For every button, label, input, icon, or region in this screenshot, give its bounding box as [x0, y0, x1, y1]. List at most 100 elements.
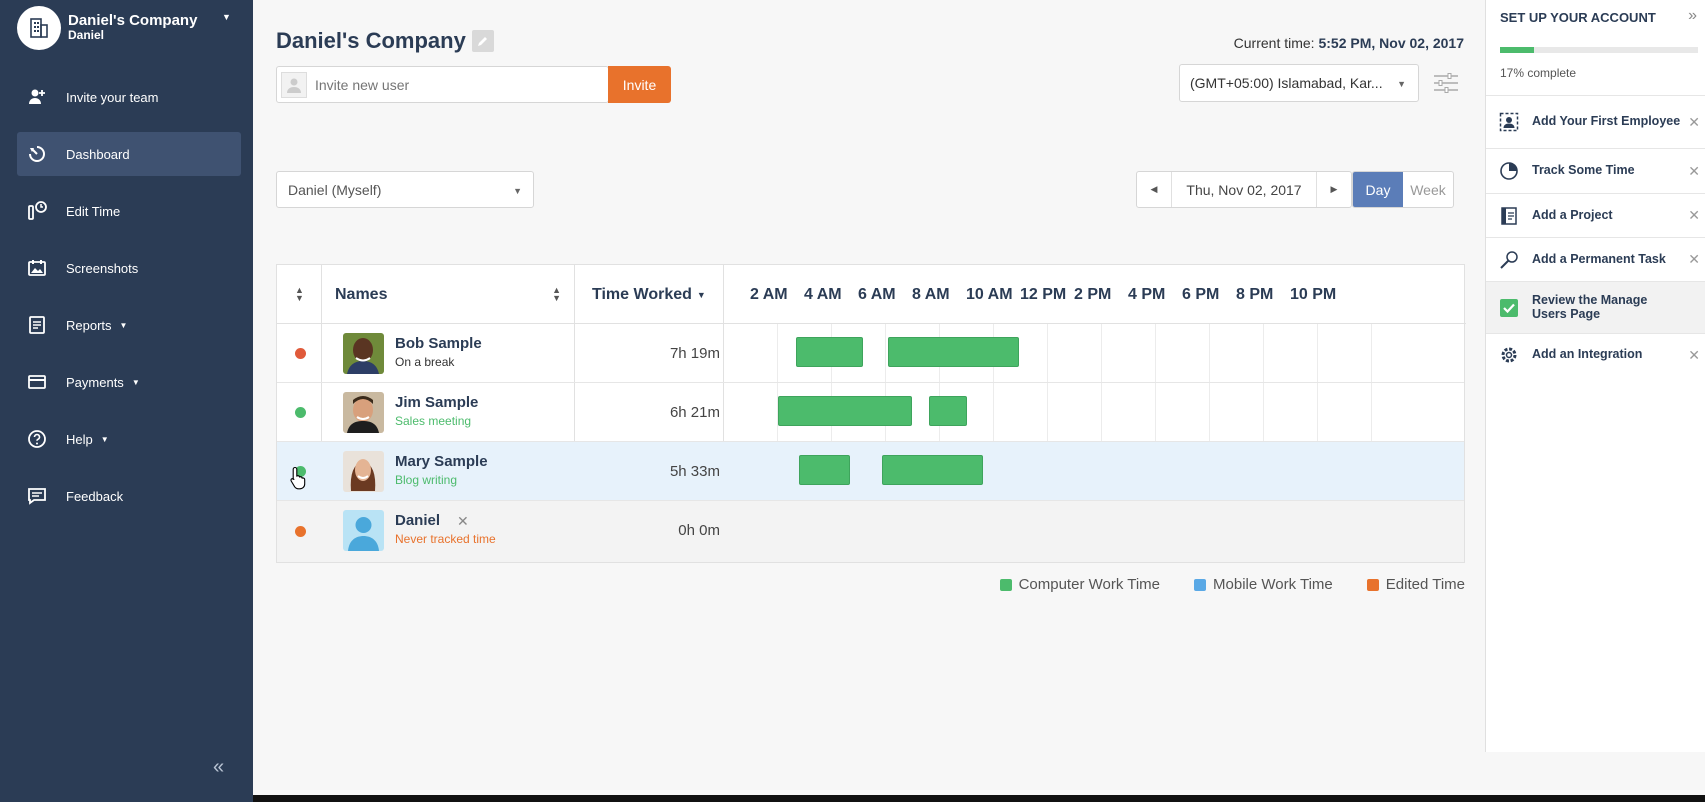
- time-worked-value: 5h 33m: [669, 463, 720, 480]
- date-navigator: ◀ Thu, Nov 02, 2017 ▶: [1136, 171, 1352, 208]
- add-user-icon: [26, 86, 48, 108]
- sidebar-item-screenshots[interactable]: Screenshots: [17, 246, 241, 290]
- table-row[interactable]: Bob Sample On a break 7h 19m: [277, 324, 1464, 383]
- jim-avatar: [343, 392, 384, 433]
- current-time-label: Current time:: [1233, 35, 1315, 51]
- hour-label: 4 PM: [1128, 285, 1166, 303]
- view-toggle: Day Week: [1352, 171, 1454, 208]
- close-icon[interactable]: ✕: [1688, 162, 1700, 179]
- invite-user-input[interactable]: [315, 76, 595, 93]
- time-worked-value: 0h 0m: [678, 522, 720, 539]
- collapse-panel-button[interactable]: »: [1688, 7, 1697, 24]
- hour-label: 10 PM: [1290, 285, 1337, 303]
- day-view-button[interactable]: Day: [1353, 172, 1403, 207]
- close-icon[interactable]: ✕: [1688, 113, 1700, 130]
- status-dot: [295, 407, 306, 418]
- person-name[interactable]: Mary Sample: [395, 453, 488, 470]
- time-worked-column-header[interactable]: Time Worked ▼: [592, 265, 706, 324]
- gear-icon: [1498, 344, 1520, 366]
- table-row[interactable]: Daniel ✕ Never tracked time 0h 0m: [277, 501, 1464, 562]
- edit-time-icon: [26, 200, 48, 222]
- employee-icon: [1498, 111, 1520, 133]
- setup-task-track-time[interactable]: Track Some Time ✕: [1486, 148, 1705, 193]
- sidebar-item-payments[interactable]: Payments ▼: [17, 360, 241, 404]
- time-worked-header-label: Time Worked: [592, 285, 692, 303]
- person-name[interactable]: Jim Sample: [395, 394, 479, 411]
- hour-label: 12 PM: [1020, 285, 1067, 303]
- setup-task-permanent-task[interactable]: Add a Permanent Task ✕: [1486, 237, 1705, 281]
- sort-icon: ▲ ▼: [295, 285, 304, 303]
- user-filter-select[interactable]: Daniel (Myself) ▼: [276, 171, 534, 208]
- timezone-select[interactable]: (GMT+05:00) Islamabad, Kar... ▼: [1179, 64, 1419, 102]
- caret-down-icon: ▼: [131, 377, 140, 387]
- computer-time-bar[interactable]: [778, 396, 912, 426]
- caret-down-icon: ▼: [696, 289, 706, 300]
- computer-time-bar[interactable]: [929, 396, 967, 426]
- close-icon[interactable]: ✕: [1688, 251, 1700, 267]
- names-column-header[interactable]: Names ▲ ▼: [335, 265, 575, 324]
- sidebar-nav: Invite your team Dashboard Edit Time Scr…: [0, 75, 253, 518]
- sidebar-item-edit-time[interactable]: Edit Time: [17, 189, 241, 233]
- hand-cursor-icon: [290, 466, 308, 493]
- pencil-icon[interactable]: [471, 30, 494, 52]
- checkbox-icon: [1498, 297, 1520, 319]
- feedback-icon: [26, 485, 48, 507]
- bottom-edge: [253, 795, 1705, 802]
- close-icon[interactable]: ✕: [1688, 346, 1700, 363]
- next-day-button[interactable]: ▶: [1317, 172, 1351, 207]
- week-view-button[interactable]: Week: [1410, 181, 1446, 198]
- invite-button[interactable]: Invite: [608, 66, 671, 103]
- caret-down-icon: ▼: [100, 434, 109, 444]
- date-display[interactable]: Thu, Nov 02, 2017: [1171, 172, 1317, 207]
- person-name[interactable]: Daniel: [395, 512, 441, 529]
- user-filter-value: Daniel (Myself): [288, 181, 382, 198]
- caret-down-icon: ▼: [1397, 79, 1406, 89]
- main-content: Daniel's Company Invite Current time: 5:…: [253, 0, 1485, 802]
- legend-label: Computer Work Time: [1018, 576, 1161, 593]
- table-row[interactable]: Jim Sample Sales meeting 6h 21m: [277, 383, 1464, 442]
- setup-task-integration[interactable]: Add an Integration ✕: [1486, 333, 1705, 376]
- computer-time-bar[interactable]: [882, 455, 983, 485]
- computer-time-bar[interactable]: [799, 455, 850, 485]
- status-sort-button[interactable]: ▲ ▼: [295, 265, 304, 324]
- hour-label: 8 PM: [1236, 285, 1274, 303]
- caret-down-icon[interactable]: ▼: [222, 12, 231, 22]
- current-time: Current time: 5:52 PM, Nov 02, 2017: [1234, 35, 1464, 51]
- sidebar-item-feedback[interactable]: Feedback: [17, 474, 241, 518]
- sidebar-item-dashboard[interactable]: Dashboard: [17, 132, 241, 176]
- setup-task-label: Review the Manage Users Page: [1532, 292, 1648, 321]
- bob-avatar: [343, 333, 384, 374]
- close-icon[interactable]: ✕: [457, 513, 469, 529]
- computer-time-bar[interactable]: [888, 337, 1019, 367]
- hour-label: 2 AM: [750, 285, 788, 303]
- sort-icon: ▲ ▼: [552, 285, 561, 303]
- person-name[interactable]: Bob Sample: [395, 335, 482, 352]
- close-icon[interactable]: ✕: [1688, 207, 1700, 223]
- setup-progress-fill: [1500, 47, 1534, 53]
- setup-task-add-employee[interactable]: Add Your First Employee ✕: [1486, 95, 1705, 148]
- sidebar-item-invite-team[interactable]: Invite your team: [17, 75, 241, 119]
- status-dot: [295, 466, 306, 477]
- sidebar-item-reports[interactable]: Reports ▼: [17, 303, 241, 347]
- chart-legend: Computer Work Time Mobile Work Time Edit…: [966, 576, 1465, 593]
- person-status: Sales meeting: [395, 414, 472, 428]
- current-time-value: 5:52 PM, Nov 02, 2017: [1318, 35, 1464, 51]
- computer-time-bar[interactable]: [796, 337, 863, 367]
- sidebar-item-label: Payments: [66, 374, 124, 390]
- hour-label: 10 AM: [966, 285, 1013, 303]
- status-dot: [295, 526, 306, 537]
- settings-sliders-icon[interactable]: [1433, 72, 1459, 97]
- hour-label: 6 AM: [858, 285, 896, 303]
- screenshots-icon: [26, 257, 48, 279]
- hour-label: 2 PM: [1074, 285, 1112, 303]
- sidebar-item-help[interactable]: Help ▼: [17, 417, 241, 461]
- prev-day-button[interactable]: ◀: [1137, 172, 1171, 207]
- company-switcher[interactable]: Daniel's Company Daniel ▼: [0, 0, 253, 55]
- setup-task-add-project[interactable]: Add a Project ✕: [1486, 193, 1705, 237]
- table-header: ▲ ▼ Names ▲ ▼ Time Worked ▼ 2 AM 4 AM 6 AM 8 …: [277, 265, 1466, 324]
- table-row[interactable]: Mary Sample Blog writing 5h 33m: [277, 442, 1464, 501]
- setup-task-review-users[interactable]: Review the Manage Users Page: [1486, 281, 1705, 333]
- company-name: Daniel's Company: [68, 11, 198, 29]
- setup-progress-text: 17% complete: [1500, 66, 1577, 80]
- collapse-sidebar-button[interactable]: «: [213, 756, 225, 778]
